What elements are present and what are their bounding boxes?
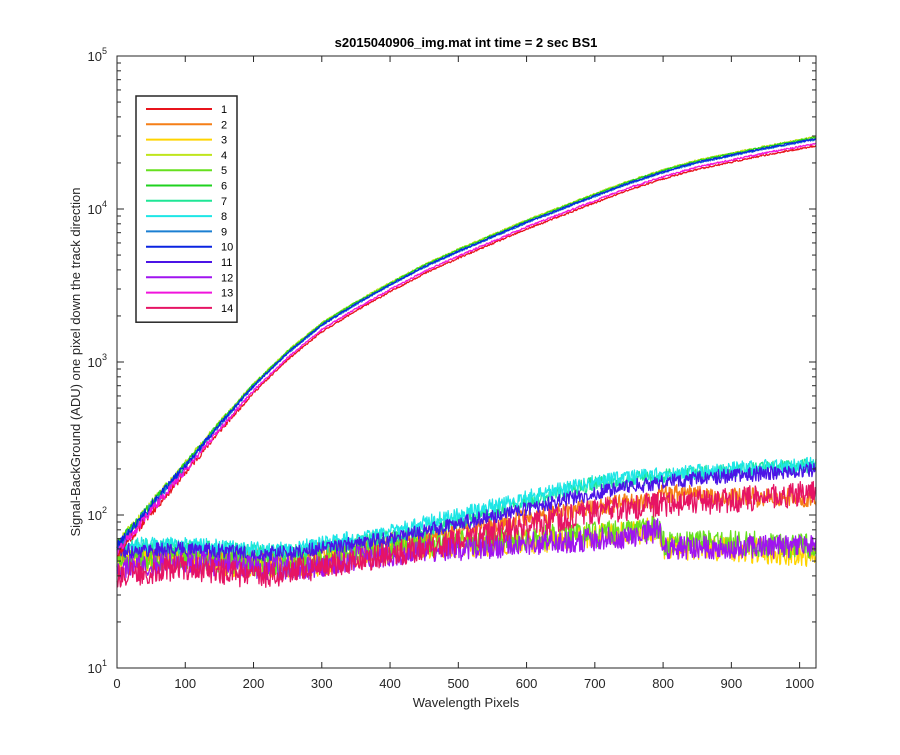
series-line-14	[116, 480, 817, 588]
legend-label: 6	[221, 181, 227, 193]
y-tick-label: 101	[88, 658, 107, 676]
legend-label: 3	[221, 135, 227, 147]
series-line-11	[116, 462, 817, 562]
x-axis-label: Wavelength Pixels	[413, 695, 520, 710]
legend-box	[135, 95, 238, 323]
x-tick-label: 0	[113, 676, 120, 691]
legend-label: 8	[221, 211, 227, 223]
x-tick-label: 600	[516, 676, 538, 691]
series-line-6	[116, 136, 817, 549]
y-axis-label: Signal-BackGround (ADU) one pixel down t…	[68, 187, 83, 536]
legend-label: 13	[221, 288, 233, 300]
legend-label: 14	[221, 303, 233, 315]
legend-label: 11	[221, 257, 232, 269]
x-tick-label: 900	[721, 676, 743, 691]
x-tick-label: 400	[379, 676, 401, 691]
y-tick-label: 105	[88, 46, 107, 64]
legend-label: 9	[221, 226, 227, 238]
legend-label: 10	[221, 242, 233, 254]
x-tick-label: 1000	[785, 676, 814, 691]
legend-label: 2	[221, 119, 227, 131]
series-line-13	[116, 142, 817, 556]
legend-label: 5	[221, 165, 227, 177]
y-tick-label: 102	[88, 505, 107, 523]
x-tick-label: 200	[243, 676, 265, 691]
legend-label: 7	[221, 196, 227, 208]
legend-label: 12	[221, 272, 233, 284]
series-layer	[116, 135, 817, 588]
legend-label: 1	[221, 104, 227, 116]
x-tick-label: 100	[174, 676, 196, 691]
x-tick-label: 300	[311, 676, 333, 691]
legend-label: 4	[221, 150, 227, 162]
x-tick-label: 800	[652, 676, 674, 691]
series-line-10	[116, 138, 817, 550]
chart-title: s2015040906_img.mat int time = 2 sec BS1	[335, 35, 598, 50]
y-tick-label: 103	[88, 352, 107, 370]
y-tick-label: 104	[88, 199, 107, 217]
x-tick-label: 700	[584, 676, 606, 691]
x-tick-label: 500	[447, 676, 469, 691]
x-ticks: 0 100 200 300 400 500 600 700 800 900 1000	[113, 56, 814, 691]
